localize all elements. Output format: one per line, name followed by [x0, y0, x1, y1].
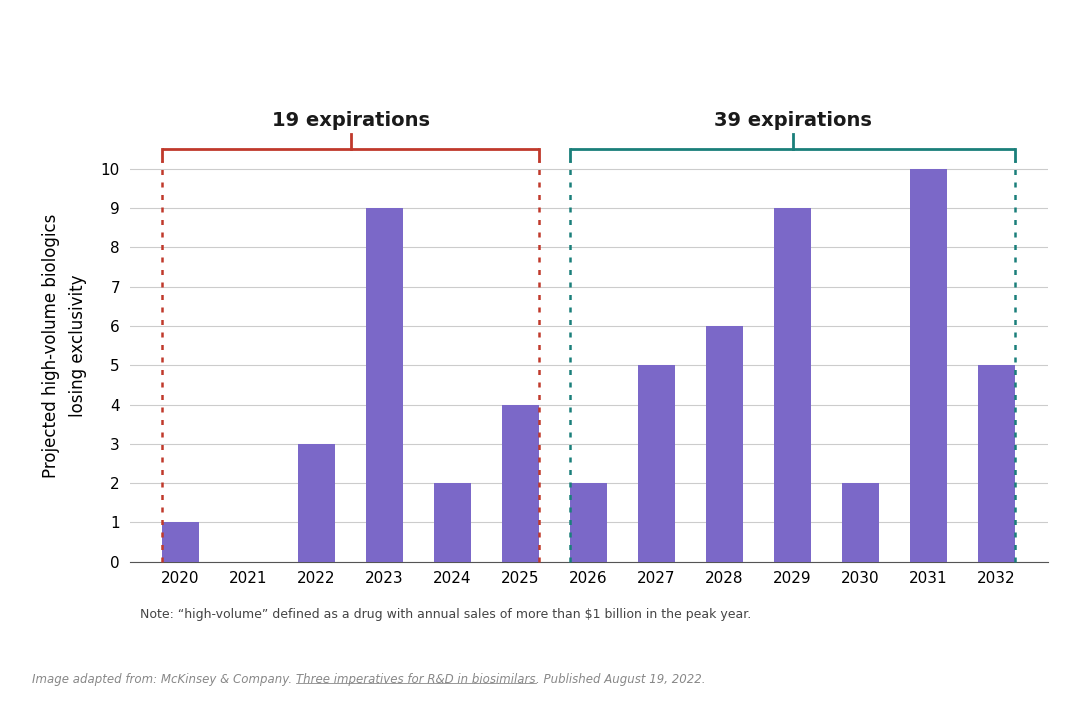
Text: Image adapted from: McKinsey & Company.: Image adapted from: McKinsey & Company.: [32, 673, 296, 686]
Bar: [162, 522, 200, 562]
Bar: [977, 365, 1015, 562]
Bar: [774, 208, 811, 562]
Text: 19 expirations: 19 expirations: [271, 112, 430, 130]
Bar: [570, 483, 607, 562]
Bar: [502, 405, 539, 562]
Y-axis label: Projected high-volume biologics
losing exclusivity: Projected high-volume biologics losing e…: [42, 213, 86, 478]
Bar: [706, 326, 743, 562]
Bar: [298, 444, 335, 562]
Text: 39 expirations: 39 expirations: [714, 112, 872, 130]
Bar: [434, 483, 471, 562]
Bar: [366, 208, 403, 562]
Bar: [909, 169, 947, 562]
Text: Note: “high-volume” defined as a drug with annual sales of more than $1 billion : Note: “high-volume” defined as a drug wi…: [140, 608, 752, 621]
Bar: [638, 365, 675, 562]
Bar: [842, 483, 879, 562]
Text: . Published August 19, 2022.: . Published August 19, 2022.: [536, 673, 705, 686]
Text: Three imperatives for R&D in biosimilars: Three imperatives for R&D in biosimilars: [296, 673, 536, 686]
